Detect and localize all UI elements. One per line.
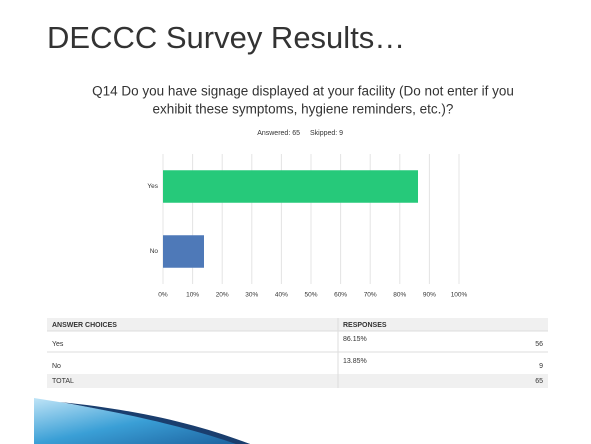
bar: [163, 170, 419, 203]
x-tick-label: 0%: [158, 292, 168, 299]
swoosh-edge: [60, 402, 250, 444]
skipped: Skipped: 9: [310, 130, 343, 137]
answered: Answered: 65: [257, 130, 300, 137]
swoosh: [34, 398, 250, 444]
table: ANSWER CHOICES RESPONSES Yes 86.15% 56 N…: [47, 318, 548, 388]
x-tick-label: 40%: [275, 292, 288, 299]
x-tick-label: 10%: [186, 292, 199, 299]
bar: [163, 235, 204, 268]
total-label: TOTAL: [52, 378, 74, 385]
header-bg: [47, 318, 548, 331]
x-tick-label: 20%: [216, 292, 229, 299]
question: exhibit these symptoms, hygiene reminder…: [153, 102, 454, 117]
x-tick-label: 60%: [334, 292, 347, 299]
count: 56: [535, 341, 543, 348]
total-bg: [47, 374, 548, 388]
percent: 13.85%: [343, 358, 367, 365]
x-tick-label: 70%: [364, 292, 377, 299]
y-tick-label: Yes: [147, 183, 158, 190]
choice: No: [52, 363, 61, 370]
header: RESPONSES: [343, 322, 387, 329]
x-tick-label: 50%: [304, 292, 317, 299]
total-count: 65: [535, 378, 543, 385]
x-tick-label: 30%: [245, 292, 258, 299]
header: ANSWER CHOICES: [52, 322, 117, 329]
y-tick-label: No: [150, 248, 159, 255]
question: Q14 Do you have signage displayed at you…: [92, 84, 514, 99]
x-tick-label: 90%: [423, 292, 436, 299]
choice: Yes: [52, 341, 64, 348]
x-tick-label: 100%: [451, 292, 468, 299]
x-tick-label: 80%: [393, 292, 406, 299]
percent: 86.15%: [343, 336, 367, 343]
slide-title: DECCC Survey Results…: [47, 20, 405, 55]
count: 9: [539, 363, 543, 370]
